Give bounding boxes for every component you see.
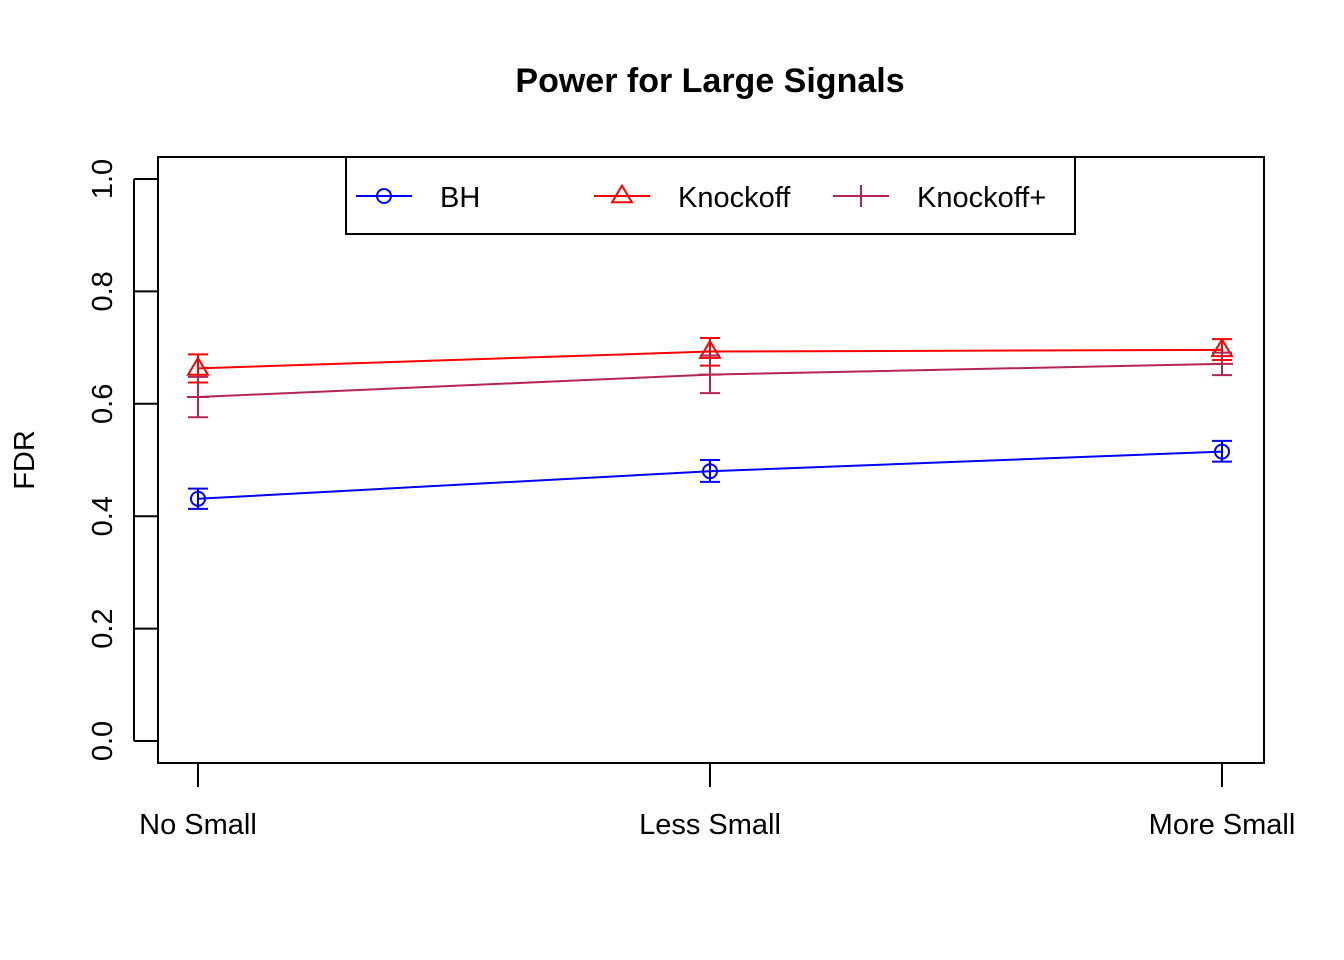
- y-tick-label: 0.8: [87, 271, 119, 311]
- y-tick-label: 0.4: [87, 496, 119, 536]
- x-tick-label: Less Small: [639, 809, 781, 841]
- legend-label: Knockoff+: [917, 182, 1046, 214]
- point-marker: [1214, 443, 1230, 460]
- y-tick-label: 0.6: [87, 384, 119, 424]
- point-marker: [190, 490, 206, 507]
- legend-label: BH: [440, 182, 480, 214]
- legend-item: BH: [356, 182, 480, 214]
- y-tick-label: 1.0: [87, 159, 119, 199]
- point-marker: [850, 185, 872, 207]
- series-layer: [186, 337, 1234, 510]
- legend-item: Knockoff+: [833, 182, 1046, 214]
- legend-label: Knockoff: [678, 182, 791, 214]
- point-marker: [187, 386, 209, 409]
- chart-title: Power for Large Signals: [515, 62, 904, 100]
- point-marker: [699, 363, 721, 386]
- axes: 0.0 0.2 0.4 0.6 0.8 1.0 No Small Less Small More…: [87, 159, 1295, 841]
- y-axis-label: FDR: [9, 430, 41, 490]
- x-tick-label: No Small: [139, 809, 257, 841]
- legend-box: [345, 156, 1076, 235]
- point-marker: [702, 463, 718, 480]
- legend-item: Knockoff: [594, 182, 791, 214]
- series-knockoff-plus: [187, 351, 1233, 419]
- point-marker: [376, 188, 392, 204]
- point-marker: [1211, 352, 1233, 375]
- point-marker: [610, 183, 634, 204]
- point-marker: [186, 356, 210, 376]
- legend: BH Knockoff Knockoff+: [345, 156, 1076, 235]
- x-tick-label: More Small: [1149, 809, 1296, 841]
- y-tick-label: 0.0: [87, 721, 119, 761]
- y-tick-label: 0.2: [87, 608, 119, 648]
- series-bh: [188, 439, 1232, 510]
